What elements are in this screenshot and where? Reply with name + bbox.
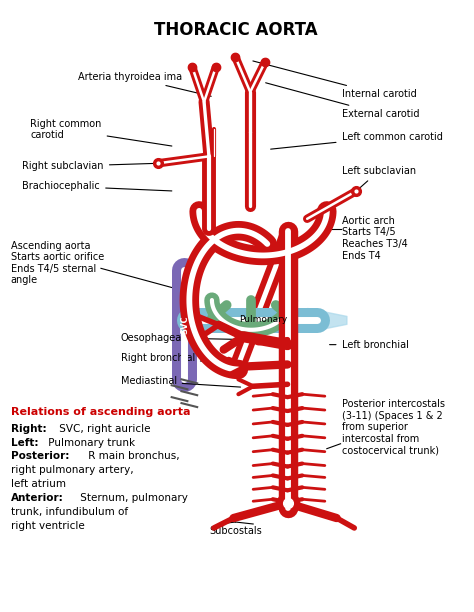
Text: Aortic arch
Starts T4/5
Reaches T3/4
Ends T4: Aortic arch Starts T4/5 Reaches T3/4 End… — [342, 216, 407, 261]
Text: Pulmonary: Pulmonary — [239, 315, 287, 324]
Text: Left common carotid: Left common carotid — [271, 132, 442, 149]
Text: Left:: Left: — [10, 438, 38, 447]
Text: Internal carotid: Internal carotid — [253, 61, 416, 99]
Text: Right bronchial: Right bronchial — [120, 353, 241, 364]
Text: Anterior:: Anterior: — [10, 493, 64, 503]
Text: right pulmonary artery,: right pulmonary artery, — [10, 465, 133, 476]
Text: External carotid: External carotid — [265, 83, 419, 119]
Text: R main bronchus,: R main bronchus, — [84, 452, 179, 461]
Text: Right:: Right: — [10, 424, 46, 434]
Text: Left bronchial: Left bronchial — [329, 340, 409, 349]
Text: Sternum, pulmonary: Sternum, pulmonary — [77, 493, 188, 503]
Text: left atrium: left atrium — [10, 479, 65, 489]
Text: Left subclavian: Left subclavian — [342, 166, 416, 189]
Text: SVC, right auricle: SVC, right auricle — [56, 424, 150, 434]
Text: Subcostals: Subcostals — [209, 526, 262, 536]
Text: SVC: SVC — [180, 316, 189, 334]
Text: Posterior:: Posterior: — [10, 452, 69, 461]
Text: Posterior intercostals
(3-11) (Spaces 1 & 2
from superior
intercostal from
costo: Posterior intercostals (3-11) (Spaces 1 … — [342, 399, 445, 455]
Text: THORACIC AORTA: THORACIC AORTA — [154, 21, 317, 39]
Text: Ascending aorta
Starts aortic orifice
Ends T4/5 sternal
angle: Ascending aorta Starts aortic orifice En… — [10, 241, 104, 285]
Text: Arteria thyroidea ima: Arteria thyroidea ima — [78, 72, 211, 96]
Text: Right common
carotid: Right common carotid — [30, 119, 172, 146]
Text: Oesophageal: Oesophageal — [120, 333, 250, 343]
Text: Right subclavian: Right subclavian — [22, 162, 155, 171]
Text: right ventricle: right ventricle — [10, 521, 84, 531]
Text: trunk, infundibulum of: trunk, infundibulum of — [10, 507, 128, 517]
Text: Mediastinal: Mediastinal — [120, 376, 241, 387]
Text: Relations of ascending aorta: Relations of ascending aorta — [10, 407, 190, 417]
Text: Brachiocephalic: Brachiocephalic — [22, 181, 172, 191]
Text: Pulmonary trunk: Pulmonary trunk — [46, 438, 136, 447]
